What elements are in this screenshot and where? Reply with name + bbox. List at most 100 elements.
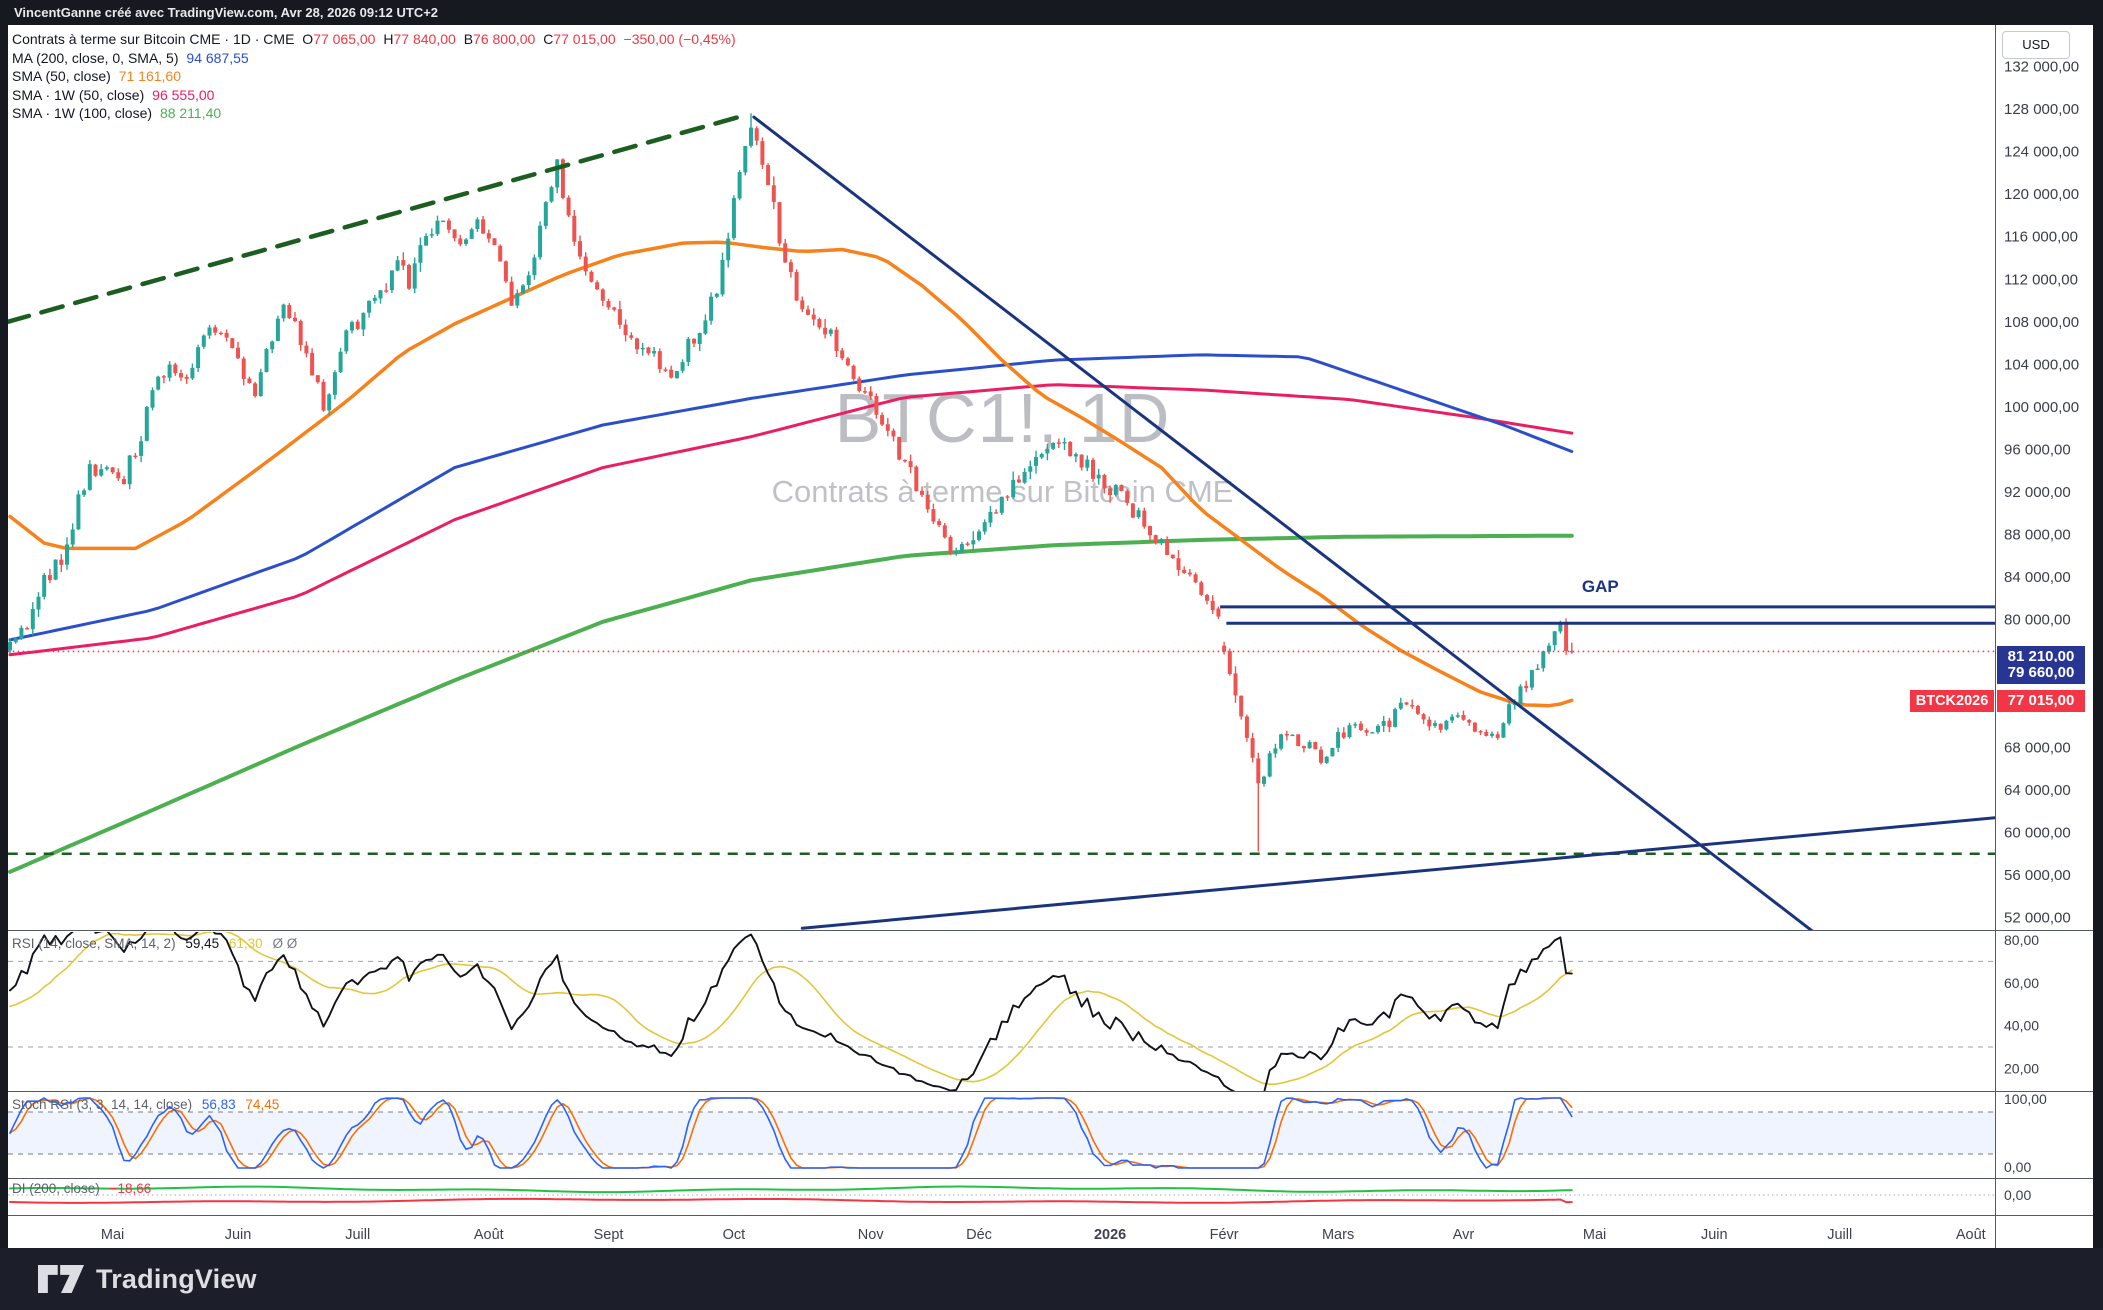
candle [1176, 558, 1181, 570]
legend-symbol-row[interactable]: Contrats à terme sur Bitcoin CME · 1D · … [12, 30, 736, 49]
chart-stage: GAP 52 000,00 56 000,00 60 000,00 64 000,00 6… [0, 25, 2103, 1248]
candle [1484, 731, 1489, 736]
candle [30, 609, 35, 630]
candle [754, 128, 759, 141]
candle [82, 490, 87, 495]
candle [731, 198, 736, 239]
candle [623, 324, 628, 336]
candle [1421, 714, 1426, 720]
legend-meta: · 1D · CME [224, 31, 295, 47]
legend-ma200-row[interactable]: MA (200, close, 0, SMA, 5) 94 687,55 [12, 49, 736, 68]
candle [350, 322, 354, 331]
candle [1216, 608, 1221, 617]
candle [1541, 651, 1546, 669]
candle [156, 376, 161, 390]
candle [1039, 454, 1044, 458]
legend-sma50-row[interactable]: SMA (50, close) 71 161,60 [12, 67, 736, 86]
ohlc-high-label: H [383, 31, 394, 47]
price-tick: 64 000,00 [2004, 782, 2071, 799]
candle [315, 375, 320, 383]
candle [1415, 705, 1420, 714]
candle [293, 317, 297, 322]
time-tick: Mai [101, 1227, 124, 1243]
candle [823, 327, 828, 335]
sma1w50-label: SMA · 1W (50, close) [12, 86, 145, 103]
legend: Contrats à terme sur Bitcoin CME · 1D · … [12, 30, 736, 123]
candle [424, 236, 429, 246]
candle [999, 496, 1004, 513]
candle [902, 459, 907, 462]
candle [1102, 474, 1107, 489]
candle [549, 187, 554, 202]
candle [1564, 623, 1569, 652]
candle [1051, 443, 1056, 449]
price-tick: 56 000,00 [2004, 867, 2071, 884]
candle [880, 415, 885, 425]
stoch-k-value: 56,83 [201, 1097, 236, 1112]
candle [304, 345, 309, 354]
candle [230, 338, 235, 349]
candle [332, 372, 337, 395]
candle [1273, 748, 1278, 754]
candle [25, 628, 30, 630]
candle [1130, 503, 1135, 518]
candle [1455, 715, 1460, 717]
legend-sma1w50-row[interactable]: SMA · 1W (50, close) 96 555,00 [12, 86, 736, 105]
candle [868, 391, 873, 397]
di-value: −18,66 [109, 1181, 152, 1196]
chart-canvas[interactable]: GAP 52 000,00 56 000,00 60 000,00 64 000,00 6… [0, 25, 2103, 1248]
candle [885, 424, 890, 431]
candle [321, 381, 326, 411]
price-tick: 108 000,00 [2004, 314, 2079, 331]
candle [361, 312, 366, 330]
candle [1461, 714, 1466, 720]
candle [19, 627, 24, 639]
candle [1370, 732, 1375, 734]
sma50-value: 71 161,60 [118, 68, 182, 84]
candle [1535, 668, 1540, 670]
candle [1478, 731, 1483, 733]
candle [703, 320, 708, 334]
tradingview-logo-text[interactable]: TradingView [96, 1263, 257, 1294]
candle [806, 309, 810, 315]
candle [538, 225, 543, 258]
candle [384, 290, 389, 292]
ohlc-close-label: C [543, 31, 554, 47]
candle [595, 282, 600, 290]
candle [264, 349, 269, 372]
candle [1524, 685, 1529, 689]
candle [771, 185, 776, 202]
candle [1125, 491, 1130, 503]
legend-sma1w100-row[interactable]: SMA · 1W (100, close) 88 211,40 [12, 104, 736, 123]
candle [1068, 441, 1073, 457]
candle [1227, 651, 1232, 674]
ma-line-sma-1w-50 [8, 383, 1574, 657]
di-panel-label[interactable]: DI (200, close) −18,66 [12, 1181, 151, 1196]
candle [253, 383, 258, 397]
tradingview-logo-icon[interactable] [38, 1265, 84, 1293]
candle [1085, 459, 1090, 468]
candle [1119, 485, 1124, 492]
rsi-panel-label[interactable]: RSI (14, close, SMA, 14, 2) 59,45 61,30 … [12, 936, 297, 951]
currency-chip[interactable]: USD [2002, 31, 2070, 59]
candle [1153, 535, 1158, 543]
candle [851, 365, 856, 379]
price-tick: 132 000,00 [2004, 59, 2079, 76]
time-tick: Juin [225, 1227, 252, 1243]
time-tick: Oct [723, 1227, 746, 1243]
price-tick: 80 000,00 [2004, 612, 2071, 629]
stoch-panel-label[interactable]: Stoch RSI (3, 3, 14, 14, close) 56,83 74… [12, 1097, 279, 1112]
candle [788, 262, 793, 272]
candle [749, 127, 753, 146]
candle [1187, 572, 1192, 575]
candle [828, 329, 833, 334]
ma200-value: 94 687,55 [186, 49, 249, 66]
candle [1136, 510, 1141, 518]
candle [1341, 732, 1346, 738]
price-tick: 100 000,00 [2004, 399, 2079, 416]
candle [1347, 725, 1352, 738]
candle [59, 559, 64, 565]
candle [1569, 650, 1574, 653]
candle [47, 575, 52, 581]
